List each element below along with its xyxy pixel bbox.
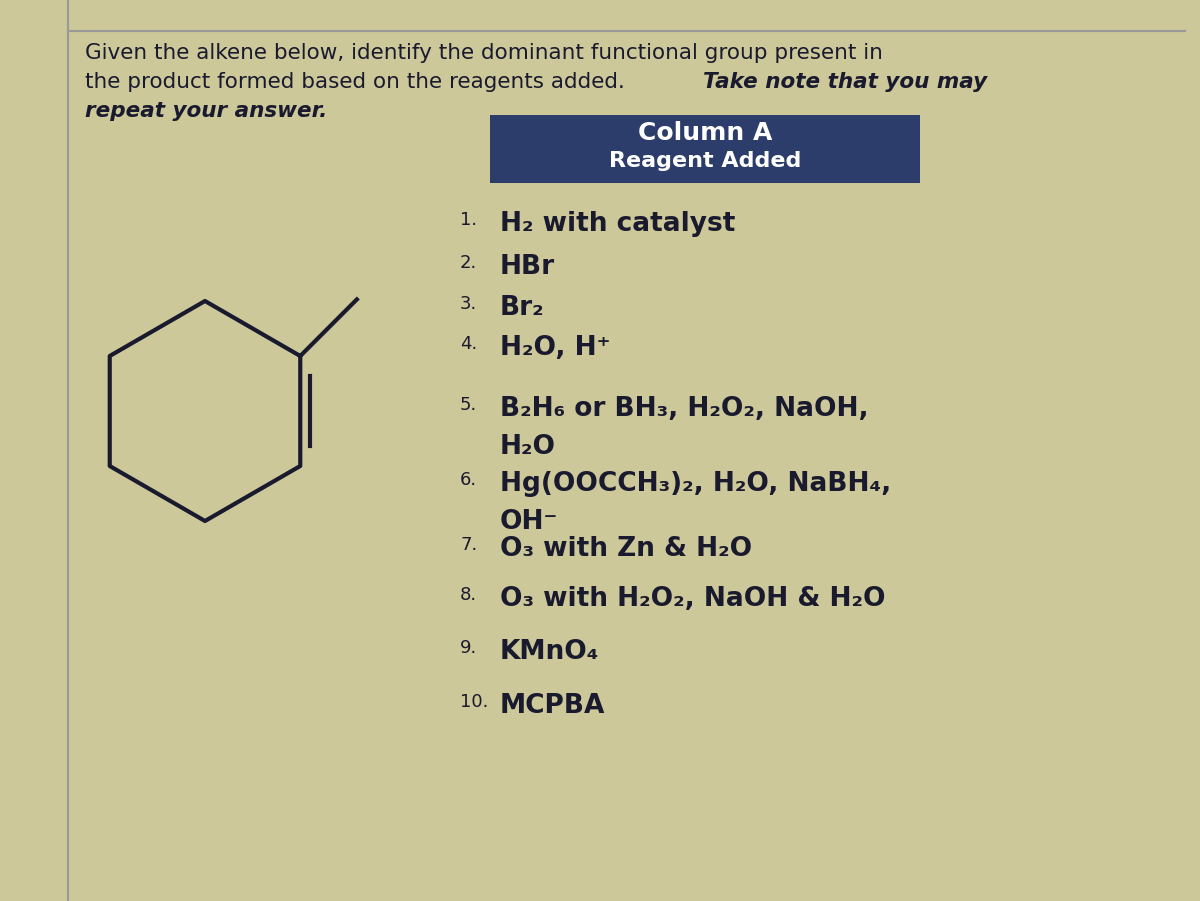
Text: 3.: 3.	[460, 295, 478, 313]
Text: HBr: HBr	[500, 254, 556, 280]
Text: H₂O, H⁺: H₂O, H⁺	[500, 335, 611, 361]
Text: 4.: 4.	[460, 335, 478, 353]
Text: 1.: 1.	[460, 211, 478, 229]
Text: H₂O: H₂O	[500, 434, 556, 460]
Text: 9.: 9.	[460, 639, 478, 657]
Text: 2.: 2.	[460, 254, 478, 272]
Text: O₃ with Zn & H₂O: O₃ with Zn & H₂O	[500, 536, 752, 562]
Text: O₃ with H₂O₂, NaOH & H₂O: O₃ with H₂O₂, NaOH & H₂O	[500, 586, 886, 612]
Text: KMnO₄: KMnO₄	[500, 639, 599, 665]
Text: 7.: 7.	[460, 536, 478, 554]
Text: H₂ with catalyst: H₂ with catalyst	[500, 211, 736, 237]
Text: repeat your answer.: repeat your answer.	[85, 101, 328, 121]
Text: Reagent Added: Reagent Added	[608, 151, 802, 171]
Text: 10.: 10.	[460, 693, 488, 711]
FancyBboxPatch shape	[490, 115, 920, 183]
Text: B₂H₆ or BH₃, H₂O₂, NaOH,: B₂H₆ or BH₃, H₂O₂, NaOH,	[500, 396, 869, 422]
Text: OH⁻: OH⁻	[500, 509, 558, 535]
Text: Column A: Column A	[638, 121, 772, 145]
Text: the product formed based on the reagents added.: the product formed based on the reagents…	[85, 72, 631, 92]
Text: 8.: 8.	[460, 586, 478, 604]
Text: Br₂: Br₂	[500, 295, 545, 321]
Text: 6.: 6.	[460, 471, 478, 489]
Text: Hg(OOCCH₃)₂, H₂O, NaBH₄,: Hg(OOCCH₃)₂, H₂O, NaBH₄,	[500, 471, 892, 497]
Text: MCPBA: MCPBA	[500, 693, 605, 719]
Text: Given the alkene below, identify the dominant functional group present in: Given the alkene below, identify the dom…	[85, 43, 883, 63]
Text: 5.: 5.	[460, 396, 478, 414]
Text: Take note that you may: Take note that you may	[703, 72, 988, 92]
